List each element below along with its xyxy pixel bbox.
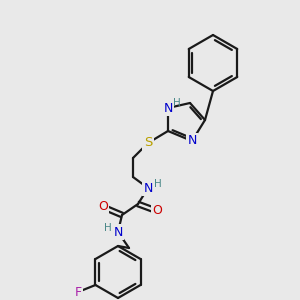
Text: O: O (98, 200, 108, 214)
Text: N: N (163, 101, 173, 115)
Text: H: H (154, 179, 162, 189)
Text: N: N (143, 182, 153, 194)
Text: N: N (187, 134, 197, 148)
Text: S: S (144, 136, 152, 149)
Text: H: H (173, 98, 181, 108)
Text: N: N (113, 226, 123, 238)
Text: H: H (104, 223, 112, 233)
Text: F: F (74, 286, 82, 298)
Text: O: O (152, 205, 162, 218)
